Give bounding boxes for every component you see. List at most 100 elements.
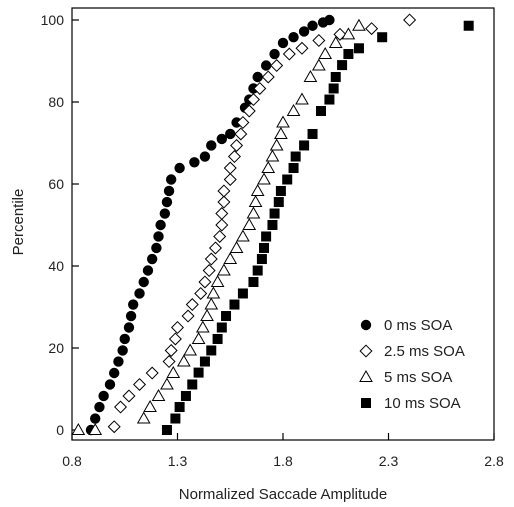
point-10-ms-soa xyxy=(252,265,263,276)
legend-marker-0-ms-soa xyxy=(360,319,372,331)
point-10-ms-soa xyxy=(216,322,227,333)
point-2-5-ms-soa xyxy=(215,218,229,232)
point-5-ms-soa xyxy=(183,343,198,356)
point-5-ms-soa xyxy=(136,411,151,424)
point-5-ms-soa xyxy=(200,309,214,322)
point-10-ms-soa xyxy=(315,106,326,117)
point-0-ms-soa xyxy=(104,379,116,390)
point-5-ms-soa xyxy=(151,388,166,401)
x-axis: 0.8 1.3 1.8 2.3 2.8 xyxy=(62,433,504,469)
point-10-ms-soa xyxy=(187,379,198,390)
point-10-ms-soa xyxy=(328,83,339,94)
point-0-ms-soa xyxy=(307,20,318,31)
point-0-ms-soa xyxy=(127,299,139,310)
point-10-ms-soa xyxy=(337,60,348,71)
point-2-5-ms-soa xyxy=(185,298,199,312)
point-5-ms-soa xyxy=(195,320,210,333)
point-2-5-ms-soa xyxy=(202,264,216,278)
legend-label-2-5-ms-soa: 2.5 ms SOA xyxy=(384,343,465,360)
point-5-ms-soa xyxy=(261,161,276,174)
point-5-ms-soa xyxy=(71,422,86,435)
point-5-ms-soa xyxy=(318,47,333,60)
point-10-ms-soa xyxy=(199,356,210,367)
y-tick-label: 40 xyxy=(48,258,64,274)
point-10-ms-soa xyxy=(290,151,301,162)
point-0-ms-soa xyxy=(324,14,335,26)
point-2-5-ms-soa xyxy=(204,252,218,266)
point-2-5-ms-soa xyxy=(181,309,195,323)
point-0-ms-soa xyxy=(174,162,185,174)
point-10-ms-soa xyxy=(273,197,284,208)
point-0-ms-soa xyxy=(269,48,280,60)
point-2-5-ms-soa xyxy=(213,229,227,243)
point-10-ms-soa xyxy=(237,288,248,299)
point-10-ms-soa xyxy=(275,185,286,196)
point-0-ms-soa xyxy=(161,196,173,208)
point-0-ms-soa xyxy=(123,322,135,333)
point-2-5-ms-soa xyxy=(270,59,284,73)
point-5-ms-soa xyxy=(276,115,290,128)
point-5-ms-soa xyxy=(269,138,284,151)
point-2-5-ms-soa xyxy=(295,41,309,55)
point-2-5-ms-soa xyxy=(223,161,237,175)
y-axis-title: Percentile xyxy=(10,189,27,256)
point-0-ms-soa xyxy=(163,185,175,197)
point-10-ms-soa xyxy=(161,425,172,435)
point-5-ms-soa xyxy=(143,400,157,413)
point-0-ms-soa xyxy=(151,242,162,254)
point-5-ms-soa xyxy=(303,69,318,82)
point-2-5-ms-soa xyxy=(236,115,250,130)
point-2-5-ms-soa xyxy=(145,366,159,380)
point-0-ms-soa xyxy=(113,356,124,367)
point-10-ms-soa xyxy=(256,254,267,265)
point-0-ms-soa xyxy=(138,276,149,288)
point-0-ms-soa xyxy=(252,71,263,83)
point-0-ms-soa xyxy=(206,140,217,151)
point-0-ms-soa xyxy=(288,32,299,43)
legend-marker-5-ms-soa xyxy=(359,369,373,382)
point-2-5-ms-soa xyxy=(227,150,241,164)
point-10-ms-soa xyxy=(307,128,318,139)
legend-label-5-ms-soa: 5 ms SOA xyxy=(384,369,452,386)
x-tick-label: 2.8 xyxy=(484,453,504,469)
point-5-ms-soa xyxy=(210,274,225,287)
point-10-ms-soa xyxy=(170,413,181,424)
point-2-5-ms-soa xyxy=(133,377,147,391)
point-0-ms-soa xyxy=(117,345,128,356)
point-0-ms-soa xyxy=(155,219,166,231)
y-tick-label: 0 xyxy=(56,422,64,438)
point-5-ms-soa xyxy=(206,286,221,299)
point-0-ms-soa xyxy=(90,413,101,424)
point-0-ms-soa xyxy=(298,26,310,37)
point-2-5-ms-soa xyxy=(242,104,256,118)
point-10-ms-soa xyxy=(299,140,310,151)
point-2-5-ms-soa xyxy=(312,33,326,48)
point-2-5-ms-soa xyxy=(261,70,275,84)
point-10-ms-soa xyxy=(180,390,191,401)
point-2-5-ms-soa xyxy=(403,13,417,27)
x-tick-label: 2.3 xyxy=(379,453,399,469)
point-0-ms-soa xyxy=(199,151,211,162)
point-2-5-ms-soa xyxy=(230,138,244,152)
point-2-5-ms-soa xyxy=(114,400,128,414)
point-2-5-ms-soa xyxy=(198,275,212,289)
point-10-ms-soa xyxy=(330,71,341,82)
point-2-5-ms-soa xyxy=(217,184,231,198)
x-axis-title: Normalized Saccade Amplitude xyxy=(179,486,387,503)
y-axis: 0 20 40 60 80 100 xyxy=(41,12,79,438)
y-tick-label: 80 xyxy=(48,94,64,110)
point-10-ms-soa xyxy=(259,242,270,253)
point-0-ms-soa xyxy=(98,390,109,402)
point-5-ms-soa xyxy=(217,263,231,276)
y-tick-label: 20 xyxy=(48,340,64,356)
point-10-ms-soa xyxy=(174,402,185,413)
point-5-ms-soa xyxy=(352,18,366,31)
point-10-ms-soa xyxy=(353,43,364,54)
point-10-ms-soa xyxy=(282,174,293,185)
point-10-ms-soa xyxy=(269,208,280,219)
point-0-ms-soa xyxy=(165,174,177,185)
point-0-ms-soa xyxy=(109,367,120,379)
point-10-ms-soa xyxy=(267,220,278,230)
point-5-ms-soa xyxy=(236,229,250,242)
